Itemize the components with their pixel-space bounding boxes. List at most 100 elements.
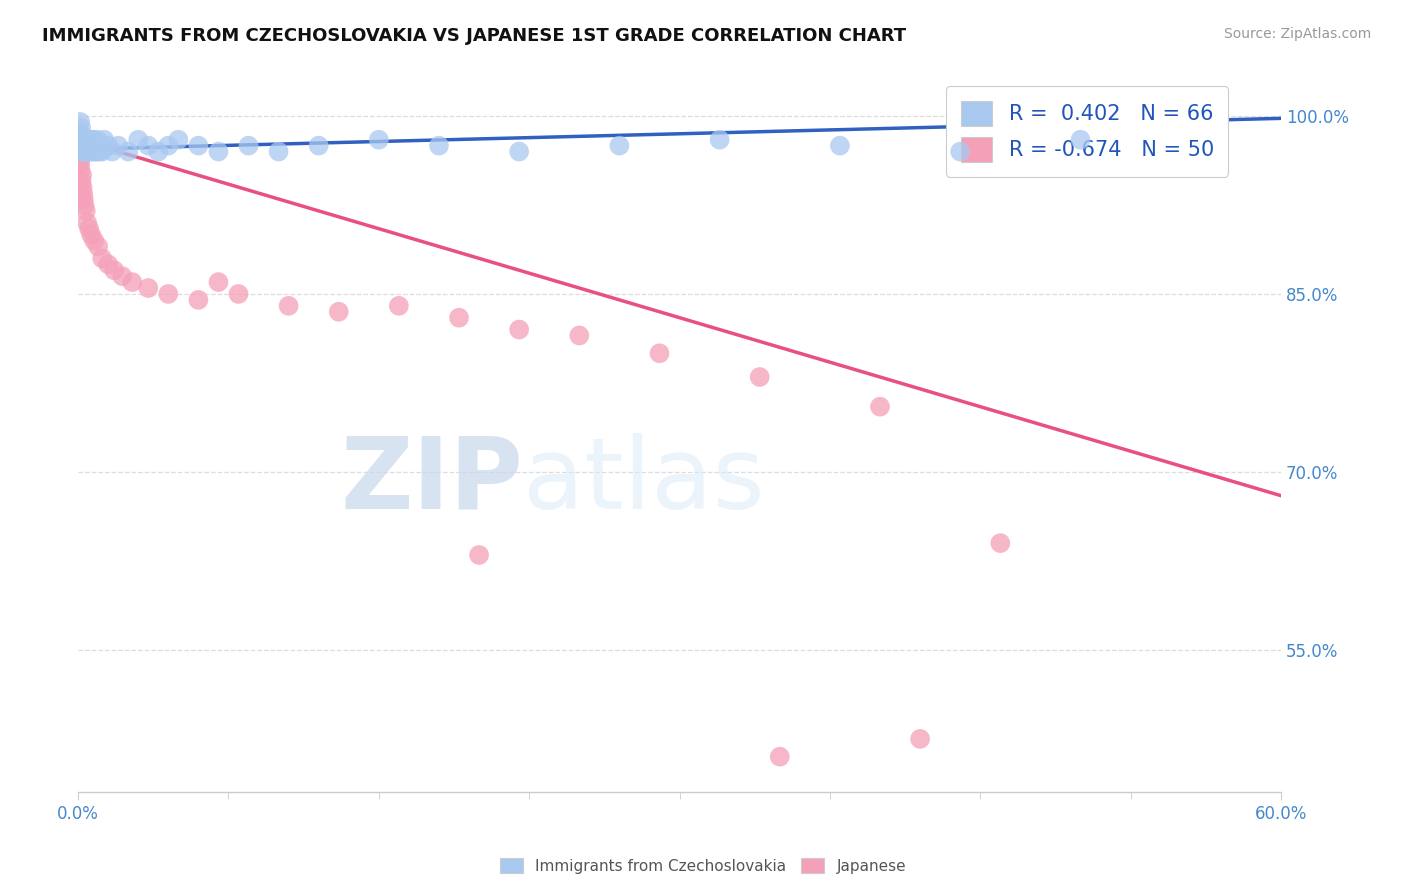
Point <box>121 275 143 289</box>
Point <box>72 133 94 147</box>
Legend: Immigrants from Czechoslovakia, Japanese: Immigrants from Czechoslovakia, Japanese <box>494 852 912 880</box>
Point <box>568 328 591 343</box>
Point <box>84 145 107 159</box>
Point <box>77 138 100 153</box>
Point <box>828 138 851 153</box>
Point <box>207 275 229 289</box>
Point <box>73 145 96 159</box>
Point <box>228 287 250 301</box>
Point <box>103 263 125 277</box>
Point <box>76 145 98 159</box>
Point <box>69 115 91 129</box>
Text: atlas: atlas <box>523 433 765 530</box>
Legend: R =  0.402   N = 66, R = -0.674   N = 50: R = 0.402 N = 66, R = -0.674 N = 50 <box>946 87 1229 177</box>
Point <box>157 287 180 301</box>
Point <box>70 138 93 153</box>
Point <box>308 138 330 153</box>
Point <box>67 127 90 141</box>
Point <box>67 138 90 153</box>
Point <box>157 138 180 153</box>
Point <box>988 536 1011 550</box>
Point <box>75 145 97 159</box>
Point <box>69 162 91 177</box>
Point <box>80 138 103 153</box>
Point <box>87 239 110 253</box>
Point <box>468 548 491 562</box>
Point <box>388 299 411 313</box>
Point <box>101 145 124 159</box>
Point <box>709 133 731 147</box>
Point <box>73 198 96 212</box>
Point <box>187 138 209 153</box>
Point <box>127 133 149 147</box>
Point <box>148 145 170 159</box>
Point <box>86 133 108 147</box>
Point <box>267 145 290 159</box>
Point <box>69 145 91 159</box>
Point <box>72 180 94 194</box>
Point <box>89 145 111 159</box>
Point <box>748 370 770 384</box>
Point <box>82 145 104 159</box>
Point <box>70 145 93 159</box>
Point <box>79 145 101 159</box>
Point <box>91 252 114 266</box>
Point <box>508 322 530 336</box>
Point <box>207 145 229 159</box>
Point <box>79 133 101 147</box>
Point <box>508 145 530 159</box>
Point <box>869 400 891 414</box>
Point <box>76 216 98 230</box>
Point <box>77 138 100 153</box>
Point <box>82 133 104 147</box>
Text: Source: ZipAtlas.com: Source: ZipAtlas.com <box>1223 27 1371 41</box>
Point <box>648 346 671 360</box>
Point <box>69 127 91 141</box>
Point <box>769 749 792 764</box>
Point <box>609 138 631 153</box>
Point <box>277 299 299 313</box>
Point <box>73 138 96 153</box>
Point <box>80 227 103 242</box>
Point <box>72 145 94 159</box>
Point <box>107 138 129 153</box>
Point <box>238 138 260 153</box>
Point <box>70 138 93 153</box>
Point <box>73 133 96 147</box>
Point <box>367 133 389 147</box>
Point <box>72 186 94 200</box>
Point <box>136 281 159 295</box>
Point <box>83 145 105 159</box>
Point <box>73 192 96 206</box>
Point <box>328 304 350 318</box>
Point <box>117 145 139 159</box>
Point <box>70 151 93 165</box>
Point <box>77 221 100 235</box>
Point <box>69 156 91 170</box>
Point <box>949 145 972 159</box>
Point <box>89 138 111 153</box>
Point <box>70 120 93 135</box>
Point <box>77 145 100 159</box>
Point <box>447 310 470 325</box>
Point <box>75 203 97 218</box>
Point <box>69 127 91 141</box>
Point <box>97 257 120 271</box>
Point <box>76 138 98 153</box>
Point <box>72 133 94 147</box>
Point <box>136 138 159 153</box>
Point <box>69 133 91 147</box>
Point <box>80 138 103 153</box>
Point <box>83 234 105 248</box>
Point <box>70 174 93 188</box>
Point <box>97 138 120 153</box>
Point <box>93 133 115 147</box>
Point <box>427 138 450 153</box>
Point <box>70 169 93 183</box>
Point <box>1069 133 1091 147</box>
Point <box>72 138 94 153</box>
Point <box>69 145 91 159</box>
Text: ZIP: ZIP <box>340 433 523 530</box>
Point <box>80 133 103 147</box>
Point <box>908 731 931 746</box>
